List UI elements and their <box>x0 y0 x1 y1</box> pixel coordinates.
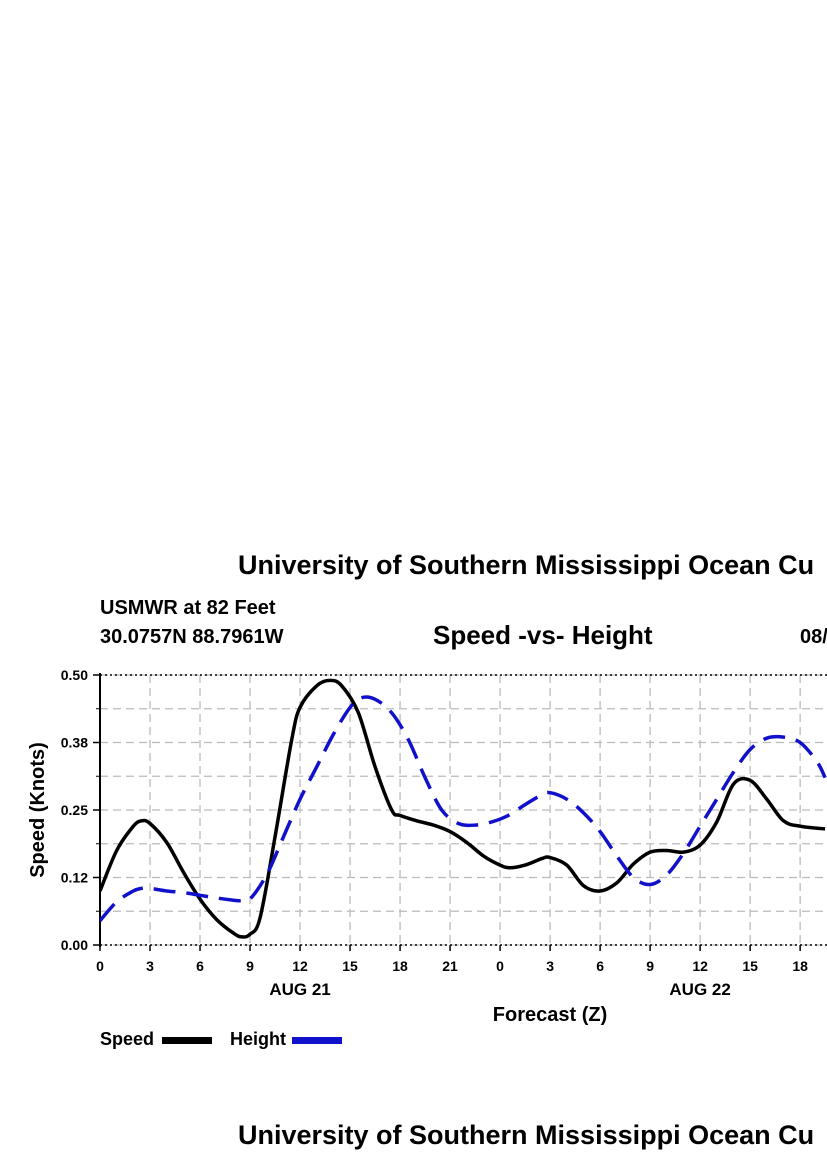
y-tick-label: 0.50 <box>61 667 88 683</box>
x-tick-label: 12 <box>692 958 708 974</box>
x-tick-label: 6 <box>596 958 604 974</box>
x-axis-title: Forecast (Z) <box>493 1004 607 1026</box>
x-tick-label: 0 <box>96 958 104 974</box>
chart-axes <box>93 673 827 951</box>
chart-grid <box>100 674 827 946</box>
legend-speed-swatch <box>162 1037 212 1044</box>
date-label: AUG 22 <box>669 980 730 999</box>
x-tick-label: 18 <box>792 958 808 974</box>
series-line-speed <box>100 678 826 939</box>
x-tick-label: 0 <box>496 958 504 974</box>
x-tick-label: 6 <box>196 958 204 974</box>
series-line-height <box>100 695 827 922</box>
y-tick-label: 0.12 <box>61 870 88 886</box>
x-tick-label: 3 <box>546 958 554 974</box>
x-tick-label: 21 <box>442 958 458 974</box>
x-tick-label: 9 <box>646 958 654 974</box>
x-tick-label: 18 <box>392 958 408 974</box>
y-axis-title: Speed (Knots) <box>27 742 49 878</box>
date-stamp: 08/ <box>800 626 827 648</box>
y-tick-label: 0.00 <box>61 937 88 953</box>
y-tick-label: 0.38 <box>61 735 88 751</box>
legend-height-label: Height <box>230 1029 286 1049</box>
speed-height-chart: 0.00 0.12 0.25 0.38 0.50 0 3 6 9 12 15 18 21 0 3 6 9 12 15… <box>27 667 827 1026</box>
chart-series <box>100 678 827 939</box>
x-tick-label: 15 <box>742 958 758 974</box>
legend-height-swatch <box>292 1037 342 1044</box>
plot-title: Speed -vs- Height <box>433 620 653 650</box>
y-tick-label: 0.25 <box>61 802 88 818</box>
station-name: USMWR at 82 Feet <box>100 597 276 619</box>
x-tick-label: 3 <box>146 958 154 974</box>
station-coords: 30.0757N 88.7961W <box>100 626 284 648</box>
date-label: AUG 21 <box>269 980 330 999</box>
footer-title: University of Southern Mississippi Ocean… <box>238 1120 815 1150</box>
page-title: University of Southern Mississippi Ocean… <box>238 550 815 580</box>
legend-speed-label: Speed <box>100 1029 155 1049</box>
x-tick-label: 9 <box>246 958 254 974</box>
x-tick-label: 15 <box>342 958 358 974</box>
chart-labels: 0.00 0.12 0.25 0.38 0.50 0 3 6 9 12 15 18 21 0 3 6 9 12 15… <box>27 667 808 1026</box>
x-tick-label: 12 <box>292 958 308 974</box>
